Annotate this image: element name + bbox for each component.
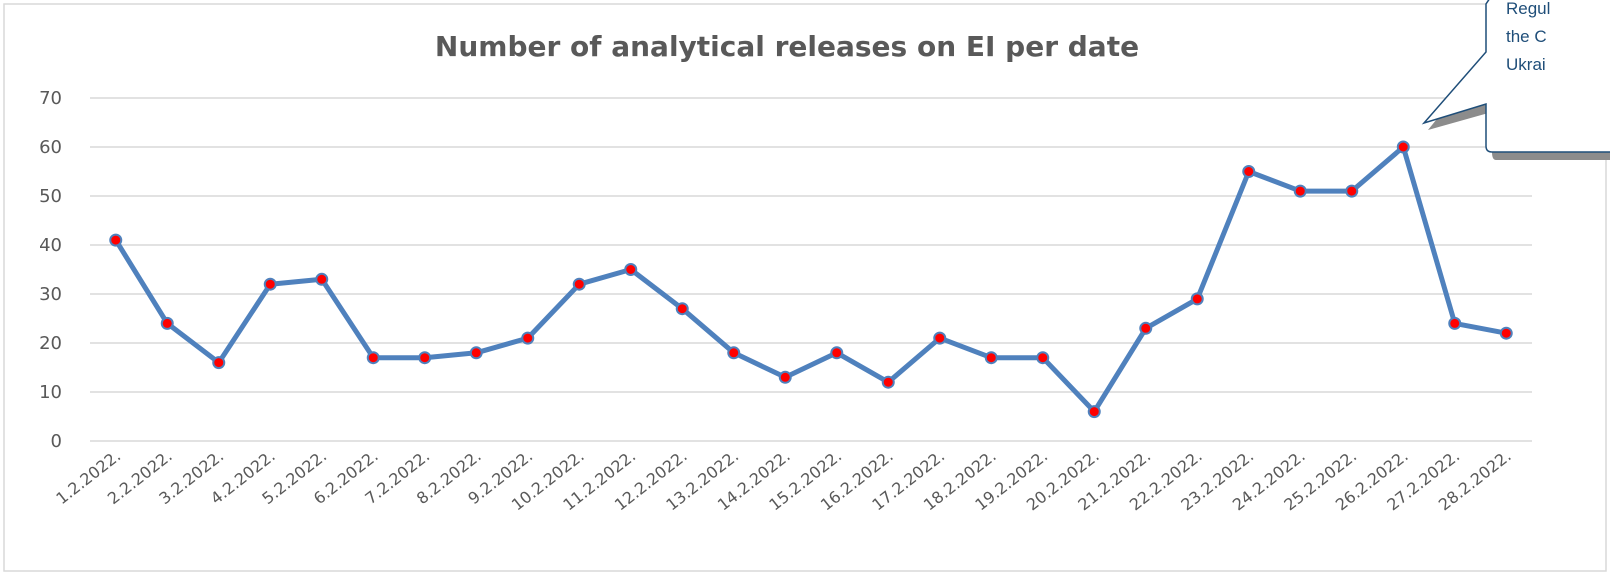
data-point (1293, 184, 1307, 198)
data-point (469, 346, 483, 360)
data-point (624, 263, 638, 276)
series-layer (109, 140, 1513, 419)
data-point (366, 351, 380, 365)
y-tick-label: 10 (39, 382, 62, 403)
data-point (263, 277, 277, 291)
series-line (113, 144, 1509, 415)
y-tick-label: 30 (39, 284, 62, 305)
data-point (675, 302, 689, 316)
data-point (1448, 316, 1462, 330)
data-point (727, 346, 741, 360)
grid-layer (90, 97, 1532, 442)
data-point (1345, 184, 1359, 198)
data-point (1036, 351, 1050, 365)
callout-box (1421, 0, 1610, 153)
data-point (572, 277, 586, 291)
data-point (521, 331, 535, 345)
y-axis-labels: 0 10 20 30 40 50 60 70 (39, 88, 62, 452)
data-point (315, 272, 329, 286)
callout-line-3: Ukrai (1506, 55, 1546, 74)
annotation-callout: Regul the C Ukrai (1421, 0, 1610, 160)
data-point (830, 346, 844, 360)
y-tick-label: 0 (51, 431, 62, 452)
y-tick-label: 40 (39, 235, 62, 256)
data-point (984, 351, 998, 365)
data-point (160, 316, 174, 330)
y-tick-label: 70 (39, 88, 62, 109)
data-point (1139, 321, 1153, 335)
chart-title: Number of analytical releases on EI per … (435, 30, 1139, 63)
data-point (1242, 165, 1256, 178)
data-point (1087, 405, 1101, 419)
y-tick-label: 20 (39, 333, 62, 354)
data-point (1499, 326, 1513, 340)
data-point (933, 331, 947, 345)
data-point (109, 233, 123, 247)
data-point (778, 370, 792, 384)
data-point (1396, 140, 1410, 154)
y-tick-label: 60 (39, 137, 62, 158)
callout-line-1: Regul (1506, 0, 1550, 18)
callout-line-2: the C (1506, 27, 1547, 46)
data-point (212, 356, 226, 370)
data-point (1190, 292, 1204, 306)
data-point (418, 351, 432, 365)
y-tick-label: 50 (39, 186, 62, 207)
data-point (881, 375, 895, 389)
